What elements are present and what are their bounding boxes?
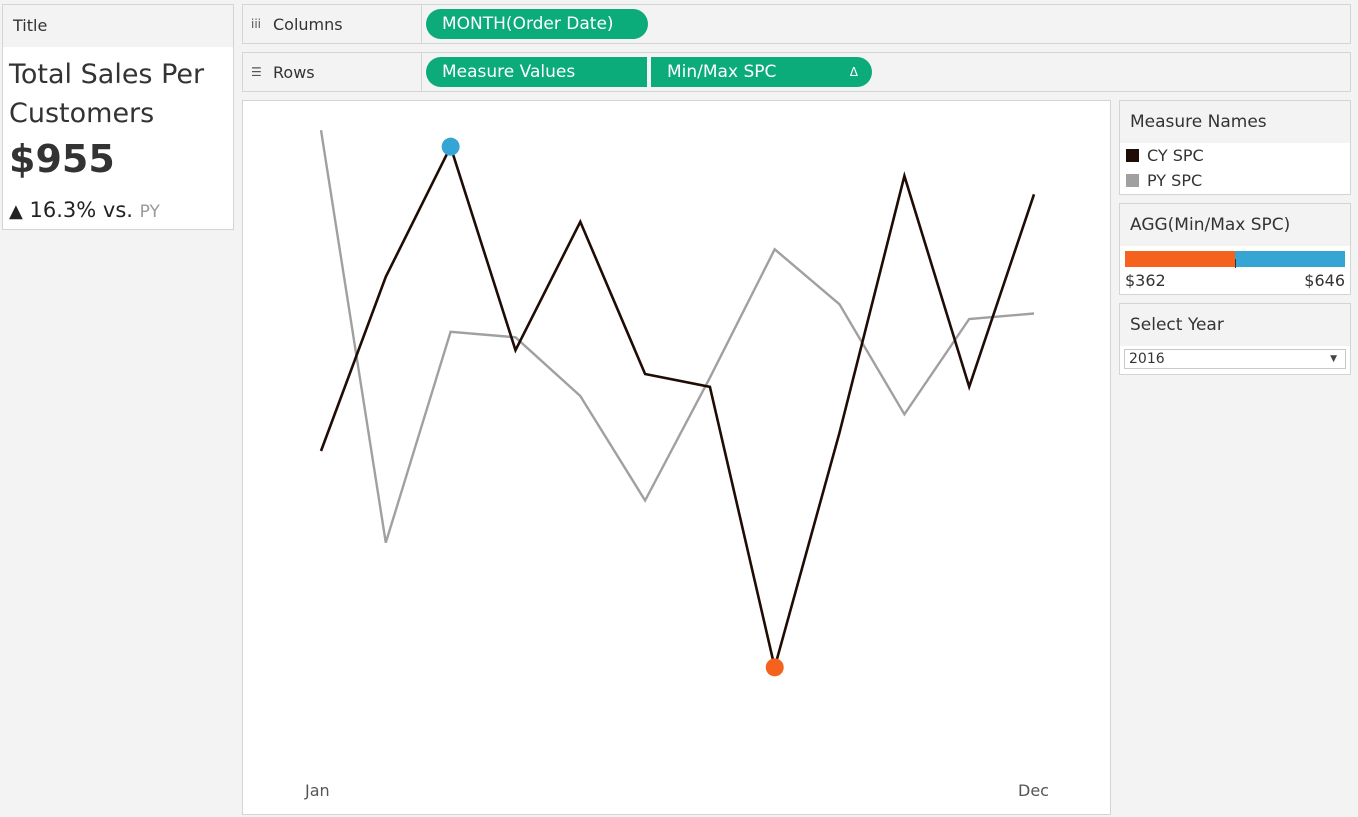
rows-shelf-label: ☰ Rows bbox=[243, 53, 422, 91]
pill-month-order-date[interactable]: MONTH(Order Date) bbox=[426, 9, 648, 39]
pill-measure-values[interactable]: Measure Values bbox=[426, 57, 647, 87]
year-select-value: 2016 bbox=[1129, 351, 1165, 367]
min-point-marker[interactable] bbox=[765, 658, 784, 677]
title-card: Title Total Sales Per Customers $955 ▲ 1… bbox=[2, 4, 234, 230]
kpi-compare-label: PY bbox=[139, 202, 160, 222]
pill-min-max-spc[interactable]: Min/Max SPC Δ bbox=[651, 57, 872, 87]
year-filter: Select Year 2016 ▼ bbox=[1119, 303, 1351, 375]
chart-area[interactable]: Jan Dec bbox=[242, 100, 1111, 815]
measure-names-legend: Measure Names CY SPC PY SPC bbox=[1119, 100, 1351, 195]
pill-min-max-label: Min/Max SPC bbox=[667, 62, 777, 82]
color-legend: AGG(Min/Max SPC) $362 $646 bbox=[1119, 203, 1351, 295]
delta-icon: Δ bbox=[849, 65, 858, 79]
legend-item-label: CY SPC bbox=[1147, 146, 1204, 165]
page-title: Total Sales Per Customers bbox=[9, 59, 205, 129]
rows-label-text: Rows bbox=[273, 62, 315, 82]
year-select-dropdown[interactable]: 2016 ▼ bbox=[1124, 349, 1346, 369]
series-line-py-spc[interactable] bbox=[319, 130, 1035, 544]
rows-shelf[interactable]: ☰ Rows Measure Values Min/Max SPC Δ bbox=[242, 52, 1351, 92]
legend-title: Measure Names bbox=[1120, 101, 1350, 143]
line-chart[interactable] bbox=[243, 101, 1110, 814]
legend-item-py-spc[interactable]: PY SPC bbox=[1120, 168, 1350, 193]
kpi-change: ▲ 16.3% vs. PY bbox=[9, 198, 160, 222]
title-card-header: Title bbox=[3, 5, 233, 47]
py-swatch bbox=[1126, 174, 1139, 187]
cy-swatch bbox=[1126, 149, 1139, 162]
x-axis-label-last: Dec bbox=[1018, 781, 1049, 800]
columns-icon: iii bbox=[251, 17, 262, 31]
chevron-down-icon[interactable]: ▼ bbox=[1330, 354, 1337, 364]
legend-item-cy-spc[interactable]: CY SPC bbox=[1120, 143, 1350, 168]
kpi-value: $955 bbox=[9, 137, 115, 181]
max-point-marker[interactable] bbox=[441, 137, 460, 156]
triangle-up-icon: ▲ bbox=[9, 201, 23, 222]
color-legend-min: $362 bbox=[1125, 271, 1166, 290]
rows-icon: ☰ bbox=[251, 65, 262, 79]
year-filter-title: Select Year bbox=[1120, 304, 1350, 346]
series-line-cy-spc[interactable] bbox=[319, 143, 1036, 668]
kpi-change-text: 16.3% vs. bbox=[29, 198, 133, 222]
color-legend-title: AGG(Min/Max SPC) bbox=[1120, 204, 1350, 246]
columns-shelf-label: iii Columns bbox=[243, 5, 422, 43]
gradient-midpoint-tick bbox=[1235, 259, 1236, 268]
x-axis-label-first: Jan bbox=[305, 781, 330, 800]
color-legend-max: $646 bbox=[1304, 271, 1345, 290]
columns-label-text: Columns bbox=[273, 14, 343, 34]
legend-item-label: PY SPC bbox=[1147, 171, 1203, 190]
columns-shelf[interactable]: iii Columns MONTH(Order Date) bbox=[242, 4, 1351, 44]
